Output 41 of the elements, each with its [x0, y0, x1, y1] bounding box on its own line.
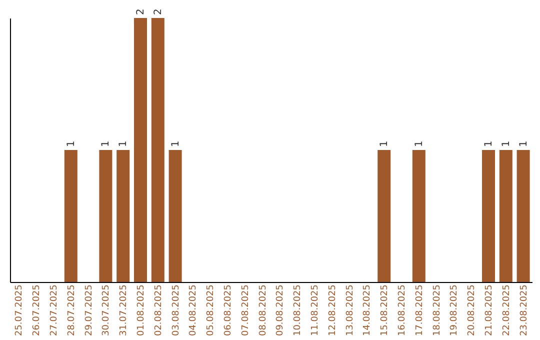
x-tick-label: 20.08.2025 — [467, 284, 478, 336]
data-label: 1 — [379, 140, 390, 147]
data-label: 1 — [484, 140, 494, 147]
x-tick-label: 19.08.2025 — [450, 284, 460, 336]
data-label: 1 — [414, 140, 425, 147]
data-label: 1 — [170, 140, 182, 147]
x-tick-label: 03.08.2025 — [171, 284, 182, 336]
x-tick-label: 12.08.2025 — [328, 284, 338, 336]
x-tick-label: 06.08.2025 — [224, 284, 234, 336]
x-tick-label: 23.08.2025 — [519, 284, 530, 336]
x-tick-label: 11.08.2025 — [310, 284, 320, 336]
x-tick-label: 31.07.2025 — [119, 284, 130, 336]
x-tick-label: 18.08.2025 — [432, 284, 442, 336]
data-label: 2 — [136, 8, 146, 15]
x-tick-label: 01.08.2025 — [136, 284, 146, 336]
x-tick-label: 07.08.2025 — [240, 284, 251, 336]
x-tick-label: 13.08.2025 — [345, 284, 356, 336]
x-tick-label: 08.08.2025 — [258, 284, 268, 336]
x-tick-label: 04.08.2025 — [188, 284, 199, 336]
x-tick-label: 26.07.2025 — [32, 284, 42, 336]
x-tick-label: 28.07.2025 — [66, 284, 77, 336]
x-tick-label: 05.08.2025 — [206, 284, 216, 336]
x-tick-label: 02.08.2025 — [154, 284, 164, 336]
x-tick-label: 21.08.2025 — [484, 284, 494, 336]
x-tick-label: 10.08.2025 — [293, 284, 304, 336]
data-label: 1 — [66, 140, 77, 147]
x-tick-label: 15.08.2025 — [380, 284, 390, 336]
x-tick-label: 27.07.2025 — [50, 284, 60, 336]
x-tick-label: 17.08.2025 — [414, 284, 425, 336]
data-label: 1 — [518, 140, 530, 147]
x-tick-label: 29.07.2025 — [84, 284, 94, 336]
data-label: 2 — [152, 8, 164, 15]
data-label: 1 — [500, 140, 512, 147]
data-label: 1 — [100, 140, 112, 147]
x-tick-label: 25.07.2025 — [14, 284, 25, 336]
data-label: 1 — [118, 140, 130, 147]
x-tick-label: 30.07.2025 — [102, 284, 112, 336]
x-tick-label: 22.08.2025 — [502, 284, 512, 336]
x-tick-label: 14.08.2025 — [362, 284, 373, 336]
x-tick-label: 16.08.2025 — [398, 284, 408, 336]
x-tick-label: 09.08.2025 — [276, 284, 286, 336]
